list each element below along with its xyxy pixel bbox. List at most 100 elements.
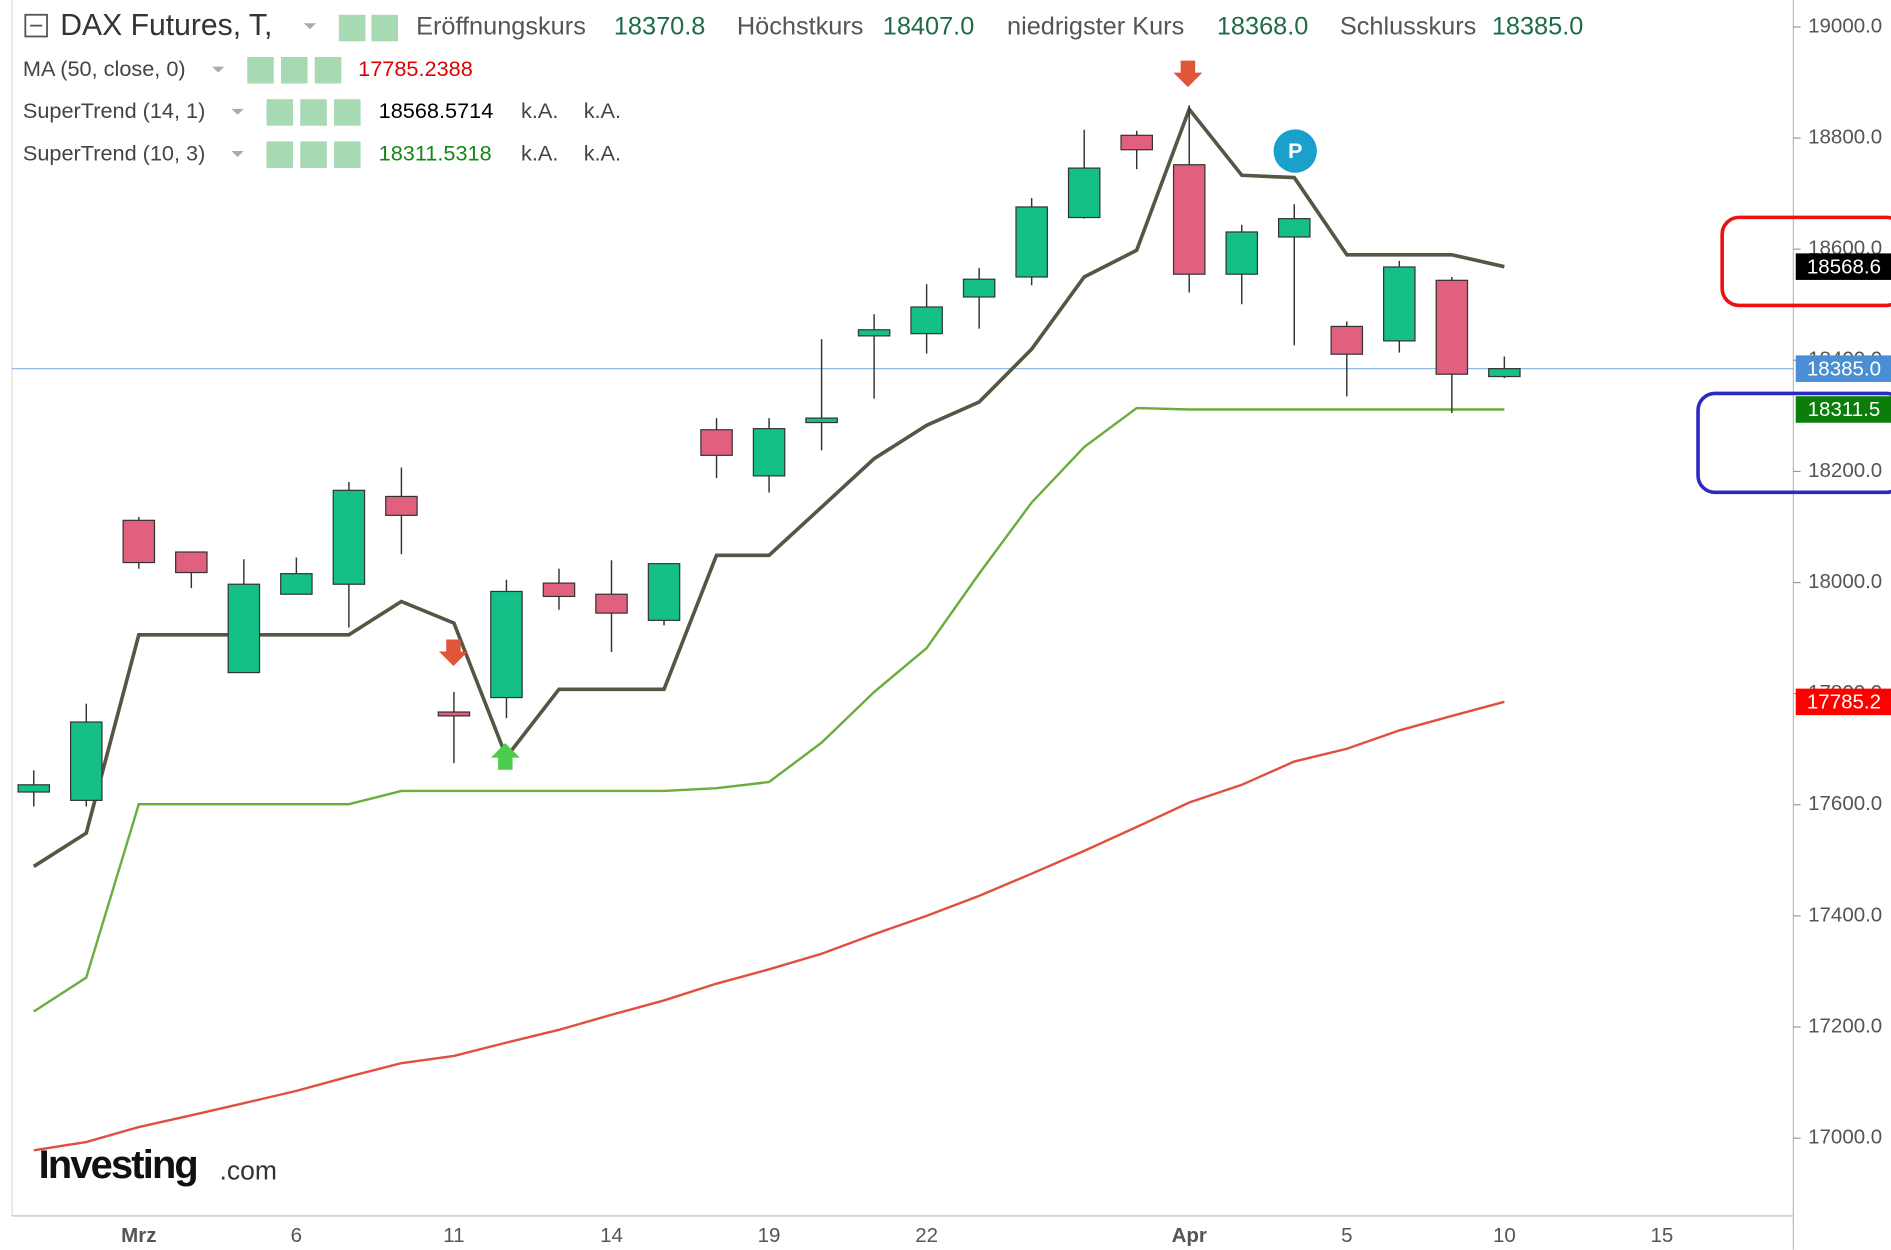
x-tick-label: Apr [1172, 1224, 1207, 1247]
eye-icon[interactable] [338, 14, 366, 42]
y-tick-label: 17200.0 [1808, 1014, 1882, 1037]
candle-body [490, 590, 523, 699]
indicator-value: 18568.5714 [379, 98, 494, 123]
candle-body [1015, 206, 1048, 278]
ohlc-name: niedrigster Kurs [1007, 13, 1184, 41]
x-tick-label: 14 [600, 1224, 623, 1247]
ohlc-value: 18385.0 [1492, 13, 1584, 41]
ohlc-value: 18368.0 [1217, 13, 1309, 41]
indicator-line [33, 700, 1505, 1152]
candle-body [385, 495, 418, 516]
y-tick-label: 17000.0 [1808, 1126, 1882, 1149]
eye-icon[interactable] [266, 141, 294, 168]
price-label-box [1795, 688, 1891, 716]
dropdown[interactable] [303, 23, 316, 30]
indicator-extra: k.A. [521, 98, 558, 123]
candle-body [280, 573, 313, 595]
candle-body [1383, 266, 1416, 342]
candle-body [1120, 134, 1153, 151]
ohlc-value: 18407.0 [883, 13, 975, 41]
y-tick-label: 18800.0 [1808, 126, 1882, 149]
x-tick-label: 15 [1651, 1224, 1674, 1247]
watermark-suffix: .com [219, 1156, 276, 1186]
candle-body [857, 329, 891, 337]
candle-body [1225, 231, 1259, 275]
candle-body [227, 583, 261, 674]
candle-body [70, 721, 103, 801]
candle-body [1067, 167, 1101, 219]
chart-title: DAX Futures, T, [60, 9, 272, 42]
candle-body [910, 306, 943, 335]
x-tick-label: 22 [915, 1224, 938, 1247]
dropdown[interactable] [231, 151, 244, 158]
legend: DAX Futures, T, Eröffnungskurs 18370.8 Höc… [23, 9, 1583, 168]
indicator-value: 18311.5318 [379, 140, 492, 165]
candle-body [542, 582, 576, 598]
candle-body [700, 429, 733, 456]
remove-icon[interactable] [314, 56, 342, 84]
candle-body [1172, 164, 1206, 275]
price-label-box [1795, 253, 1891, 280]
candle-body [1488, 368, 1521, 378]
indicator-name: MA (50, close, 0) [23, 56, 186, 81]
indicator-value: 17785.2388 [358, 56, 473, 81]
y-tick-label: 18000.0 [1808, 570, 1882, 593]
axis-labels: 17000.017200.017400.017600.017800.018000… [121, 14, 1891, 1247]
indicator-extra: k.A. [584, 98, 621, 123]
eye-icon[interactable] [266, 99, 294, 126]
price-label: 18385.0 [1807, 357, 1881, 380]
price-label: 17785.2 [1807, 691, 1881, 714]
x-tick-label: 10 [1493, 1224, 1516, 1247]
price-label: 18568.6 [1807, 255, 1881, 278]
sell-arrow [438, 639, 468, 667]
x-tick-label: Mrz [121, 1224, 156, 1247]
ohlc-name: Eröffnungskurs [416, 13, 586, 41]
eye-icon[interactable] [247, 56, 274, 84]
x-tick-label: 6 [291, 1224, 302, 1247]
gear-icon[interactable] [371, 14, 398, 42]
candle-body [17, 784, 51, 793]
candle-body [332, 489, 366, 585]
x-tick-label: 5 [1341, 1224, 1352, 1247]
candle-body [175, 551, 208, 574]
ohlc-name: Schlusskurs [1340, 13, 1476, 41]
indicator-name: SuperTrend (14, 1) [23, 98, 205, 123]
indicator-line [33, 406, 1505, 1013]
y-tick-label: 17600.0 [1808, 792, 1882, 815]
candle-body [437, 711, 471, 717]
indicator-name: SuperTrend (10, 3) [23, 140, 205, 165]
ohlc-value: 18370.8 [614, 13, 705, 41]
candle-body [805, 417, 838, 424]
watermark: Investing .com [39, 1143, 277, 1187]
pivot-label: P [1288, 138, 1302, 163]
gear-icon[interactable] [280, 56, 308, 84]
candle-body [647, 563, 681, 621]
gear-icon[interactable] [300, 99, 327, 126]
candle-body [1330, 325, 1364, 355]
indicator-extra: k.A. [521, 140, 558, 165]
candle-body [122, 519, 156, 564]
remove-icon[interactable] [334, 99, 361, 126]
indicator-extra: k.A. [584, 140, 621, 165]
dropdown[interactable] [212, 66, 225, 73]
x-tick-label: 19 [758, 1224, 781, 1247]
candle-body [1435, 279, 1469, 375]
gear-icon[interactable] [300, 141, 327, 168]
y-tick-label: 18200.0 [1808, 459, 1882, 482]
plot-area [12, 105, 1794, 1152]
candle-body [962, 278, 996, 298]
dropdown[interactable] [231, 108, 244, 115]
y-tick-label: 17400.0 [1808, 903, 1882, 926]
price-label-box [1795, 355, 1891, 382]
price-label-box [1795, 396, 1891, 423]
y-tick-label: 19000.0 [1808, 14, 1882, 37]
candle-body [595, 593, 628, 614]
pivot-marker[interactable] [1273, 129, 1317, 173]
indicator-line [32, 105, 1505, 868]
highlight-box [1720, 215, 1891, 308]
remove-icon[interactable] [334, 141, 361, 168]
highlight-box [1696, 391, 1891, 495]
